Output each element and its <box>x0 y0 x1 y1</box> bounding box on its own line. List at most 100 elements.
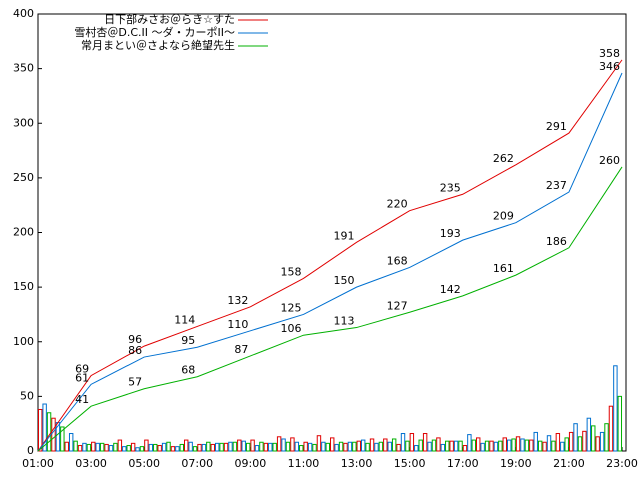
bar <box>117 439 123 452</box>
y-tick-label: 200 <box>13 226 34 239</box>
data-label: 61 <box>75 371 89 384</box>
bar <box>467 434 472 452</box>
bar <box>175 446 180 452</box>
bar <box>330 437 335 452</box>
data-label: 110 <box>227 318 248 331</box>
bar <box>144 439 149 452</box>
bar <box>51 417 56 452</box>
bar <box>360 439 366 452</box>
bar <box>369 438 375 452</box>
bar <box>520 438 525 452</box>
bar <box>445 440 450 452</box>
data-label: 132 <box>227 294 248 307</box>
bar <box>321 441 326 452</box>
bar <box>604 423 609 452</box>
y-tick-label: 300 <box>13 116 34 129</box>
bar <box>68 433 74 452</box>
bar <box>166 441 171 452</box>
bar <box>573 423 578 452</box>
bar <box>493 441 499 452</box>
bar <box>42 403 47 452</box>
data-label: 235 <box>440 181 461 194</box>
y-tick-label: 0 <box>27 444 34 457</box>
bar <box>391 438 397 452</box>
data-label: 262 <box>493 152 514 165</box>
plot-frame <box>37 13 627 452</box>
bar <box>99 442 105 452</box>
data-label: 237 <box>546 179 567 192</box>
data-label: 68 <box>181 364 195 377</box>
bar <box>197 443 202 452</box>
bar <box>170 446 176 452</box>
bar <box>586 417 592 452</box>
bar <box>250 439 255 452</box>
x-tick-label: 13:00 <box>341 457 373 470</box>
data-label: 191 <box>334 229 355 242</box>
x-tick-label: 07:00 <box>181 457 213 470</box>
x-tick-label: 01:00 <box>22 457 54 470</box>
data-label: 260 <box>599 154 620 167</box>
bar <box>422 433 428 452</box>
bar <box>453 440 459 452</box>
bar <box>86 443 92 452</box>
bar <box>299 445 304 452</box>
bar <box>113 442 118 452</box>
legend-label: 雪村杏＠D.C.II ～ダ・カーポII～ <box>74 25 235 39</box>
data-label: 69 <box>75 363 89 376</box>
bar <box>122 446 127 452</box>
x-tick-label: 05:00 <box>128 457 160 470</box>
bar <box>484 440 490 452</box>
bar <box>64 441 69 452</box>
x-tick-label: 03:00 <box>75 457 107 470</box>
y-tick-label: 350 <box>13 62 34 75</box>
x-tick-label: 19:00 <box>500 457 532 470</box>
bar <box>347 441 353 452</box>
bar <box>303 441 308 452</box>
bar <box>352 441 357 452</box>
bar <box>471 439 477 452</box>
bar <box>325 442 331 452</box>
data-label: 209 <box>493 210 514 223</box>
bar <box>405 440 410 452</box>
bar <box>281 438 286 452</box>
bar <box>608 405 614 452</box>
bar <box>338 441 344 452</box>
bar <box>555 433 561 452</box>
x-tick-label: 21:00 <box>553 457 585 470</box>
bar <box>537 440 543 452</box>
bar <box>374 442 379 452</box>
bar <box>179 443 185 452</box>
bar <box>254 445 260 452</box>
bar <box>511 438 516 452</box>
bar <box>564 437 569 452</box>
bar <box>551 440 556 452</box>
data-label: 114 <box>174 313 195 326</box>
bar <box>268 442 273 452</box>
bar <box>529 439 534 452</box>
y-tick-label: 250 <box>13 171 34 184</box>
bar <box>259 441 264 452</box>
bar <box>290 437 295 452</box>
y-tick-label: 100 <box>13 335 34 348</box>
bar <box>449 440 454 452</box>
bar <box>184 439 189 452</box>
data-label: 220 <box>387 198 408 211</box>
bar <box>387 441 392 452</box>
bar <box>458 440 463 452</box>
bar <box>414 445 419 452</box>
data-label: 150 <box>334 274 355 287</box>
bar <box>365 442 370 452</box>
bar <box>219 442 224 452</box>
bar <box>241 440 246 452</box>
bar <box>334 443 339 452</box>
series-line <box>37 72 623 452</box>
bar <box>188 441 193 452</box>
bar <box>148 443 154 452</box>
data-label: 125 <box>280 301 301 314</box>
bar <box>192 446 198 452</box>
bar <box>560 441 565 452</box>
bar <box>312 443 317 452</box>
bar <box>237 439 242 452</box>
x-tick-label: 15:00 <box>394 457 426 470</box>
bar <box>427 441 432 452</box>
